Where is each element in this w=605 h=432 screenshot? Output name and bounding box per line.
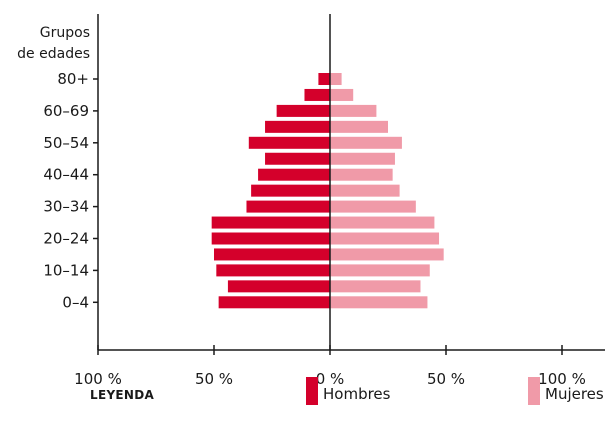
y-tick-label: 30–34 xyxy=(43,198,89,216)
bar-hombres-30-34 xyxy=(246,200,330,213)
legend-title: LEYENDA xyxy=(90,388,155,402)
bar-mujeres-80+ xyxy=(330,73,342,85)
bar-hombres-55-59 xyxy=(265,120,330,133)
bar-mujeres-70-79 xyxy=(330,88,354,101)
bar-mujeres-30-34 xyxy=(330,200,416,213)
bar-hombres-60-69 xyxy=(276,104,330,117)
legend-label-mujeres: Mujeres xyxy=(545,385,604,403)
y-tick-label: 20–24 xyxy=(43,230,89,248)
bar-mujeres-15-19 xyxy=(330,248,444,261)
legend-swatch-hombres xyxy=(306,377,318,405)
y-tick-label: 40–44 xyxy=(43,166,89,184)
bar-hombres-40-44 xyxy=(258,168,330,181)
legend-swatch-mujeres xyxy=(528,377,540,405)
axes-layer xyxy=(97,14,605,351)
y-tick-label: 80+ xyxy=(57,70,89,88)
y-tick-label: 10–14 xyxy=(43,261,89,279)
y-tick-label: 50–54 xyxy=(43,134,89,152)
x-ticks-layer: 100 % 50 % 0 % 50 % 100 % xyxy=(74,345,586,388)
bar-hombres-35-39 xyxy=(251,184,330,197)
y-axis-title-line1: Grupos xyxy=(40,25,90,41)
legend: LEYENDA Hombres Mujeres xyxy=(90,377,604,405)
bar-hombres-5-9 xyxy=(227,280,330,293)
bar-hombres-45-49 xyxy=(265,152,330,165)
bar-hombres-50-54 xyxy=(248,136,330,149)
bars-layer xyxy=(211,73,444,309)
bar-mujeres-55-59 xyxy=(330,120,388,133)
bar-hombres-25-29 xyxy=(211,216,330,229)
bar-mujeres-20-24 xyxy=(330,232,440,245)
bar-hombres-80+ xyxy=(318,73,330,85)
y-axis-title-line2: de edades xyxy=(17,46,90,62)
bar-hombres-15-19 xyxy=(214,248,330,261)
bar-hombres-10-14 xyxy=(216,264,330,277)
y-tick-label: 60–69 xyxy=(43,102,89,120)
bar-mujeres-0-4 xyxy=(330,296,428,309)
bar-mujeres-5-9 xyxy=(330,280,421,293)
bar-mujeres-45-49 xyxy=(330,152,395,165)
bar-mujeres-60-69 xyxy=(330,104,377,117)
bar-mujeres-35-39 xyxy=(330,184,400,197)
x-tick-label: 0 % xyxy=(316,370,345,388)
y-tick-label: 0–4 xyxy=(62,293,89,311)
bar-mujeres-40-44 xyxy=(330,168,393,181)
x-tick-label: 100 % xyxy=(538,370,586,388)
y-ticks-layer: 0–4 10–14 20–24 30–34 40–44 50–54 60–69 80+ xyxy=(43,70,98,311)
legend-label-hombres: Hombres xyxy=(323,385,391,403)
x-tick-label: 100 % xyxy=(74,370,122,388)
bar-mujeres-10-14 xyxy=(330,264,430,277)
bar-hombres-0-4 xyxy=(218,296,330,309)
bar-mujeres-50-54 xyxy=(330,136,402,149)
x-tick-label: 50 % xyxy=(195,370,233,388)
x-tick-label: 50 % xyxy=(427,370,465,388)
bar-hombres-20-24 xyxy=(211,232,330,245)
bar-hombres-70-79 xyxy=(304,88,330,101)
bar-mujeres-25-29 xyxy=(330,216,435,229)
